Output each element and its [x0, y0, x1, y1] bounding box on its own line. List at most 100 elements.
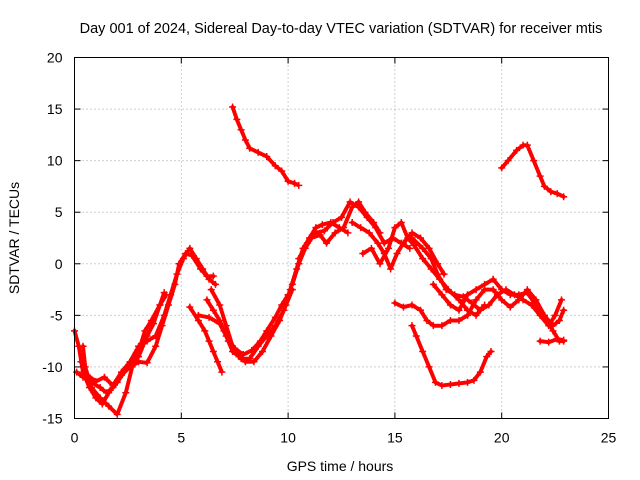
- data-point: [372, 224, 380, 232]
- data-point: [348, 219, 356, 227]
- data-point: [549, 322, 557, 330]
- data-point: [229, 103, 237, 111]
- series-17: [408, 322, 495, 389]
- data-point: [254, 148, 262, 156]
- data-point: [536, 337, 544, 345]
- data-point: [141, 327, 149, 335]
- x-tick-label: 15: [387, 430, 403, 446]
- y-tick-label: 20: [47, 50, 63, 66]
- data-point: [387, 265, 395, 273]
- data-point: [425, 363, 433, 371]
- data-point: [246, 144, 254, 152]
- data-point: [344, 229, 352, 237]
- data-point: [391, 224, 399, 232]
- data-point: [438, 291, 446, 299]
- data-point: [472, 296, 480, 304]
- data-point: [122, 389, 130, 397]
- series-line: [196, 292, 291, 357]
- data-point: [464, 311, 472, 319]
- data-point: [498, 164, 506, 172]
- data-point: [429, 280, 437, 288]
- data-point: [419, 244, 427, 252]
- data-point: [280, 306, 288, 314]
- series-line: [410, 323, 493, 388]
- data-point: [363, 213, 371, 221]
- data-point: [79, 342, 87, 350]
- data-point: [216, 320, 224, 328]
- data-point: [397, 219, 405, 227]
- data-point: [425, 244, 433, 252]
- series-19: [498, 141, 568, 201]
- data-point: [440, 270, 448, 278]
- data-point: [109, 381, 117, 389]
- y-tick-label: -15: [42, 411, 62, 427]
- data-point: [303, 239, 311, 247]
- series-line: [74, 251, 216, 395]
- data-point: [434, 270, 442, 278]
- data-point: [553, 335, 561, 343]
- data-point: [143, 337, 151, 345]
- data-point: [547, 188, 555, 196]
- plot-frame: [74, 57, 609, 419]
- data-point: [338, 213, 345, 221]
- data-point: [278, 167, 286, 175]
- data-point: [346, 198, 354, 206]
- data-point: [355, 203, 363, 211]
- data-point: [194, 311, 202, 319]
- data-point: [263, 332, 271, 340]
- data-point: [320, 227, 328, 235]
- data-point: [216, 301, 224, 309]
- data-point: [408, 322, 416, 330]
- data-point: [506, 291, 514, 299]
- data-point: [233, 115, 241, 123]
- data-point: [359, 249, 367, 257]
- data-point: [523, 289, 531, 297]
- data-point: [254, 342, 262, 350]
- data-point: [429, 322, 437, 330]
- data-point: [427, 255, 435, 263]
- axis-ticks: 0 5 10 15 20 25 -15 -10 -5 0 5 10 15 20: [42, 50, 616, 446]
- y-tick-label: -10: [42, 359, 62, 375]
- data-point: [211, 280, 219, 288]
- data-point: [167, 291, 175, 299]
- data-point: [100, 373, 108, 381]
- data-point: [222, 322, 230, 330]
- data-point: [113, 410, 121, 418]
- y-tick-label: 5: [55, 204, 63, 220]
- data-point: [472, 311, 480, 319]
- data-point: [271, 322, 279, 330]
- data-point: [555, 317, 563, 325]
- series-3: [73, 249, 217, 397]
- y-tick-label: 15: [47, 101, 63, 117]
- data-point: [498, 296, 506, 304]
- x-tick-label: 20: [494, 430, 510, 446]
- y-tick-label: 10: [47, 153, 63, 169]
- data-point: [203, 296, 211, 304]
- data-point: [147, 317, 155, 325]
- data-point: [451, 291, 459, 299]
- data-point: [218, 368, 226, 376]
- data-point: [399, 303, 407, 311]
- data-point: [464, 378, 472, 386]
- data-point: [201, 327, 209, 335]
- data-point: [410, 241, 418, 249]
- data-point: [77, 358, 85, 366]
- data-point: [438, 381, 446, 389]
- x-tick-label: 0: [71, 430, 79, 446]
- data-point: [209, 272, 217, 280]
- data-point: [530, 157, 538, 165]
- data-point: [412, 332, 420, 340]
- data-point: [229, 342, 237, 350]
- data-point: [464, 291, 472, 299]
- data-point: [96, 384, 104, 392]
- data-point: [263, 153, 271, 161]
- data-point: [214, 358, 222, 366]
- data-point: [487, 347, 495, 355]
- data-point: [391, 299, 399, 307]
- series-line: [230, 105, 301, 188]
- data-point: [250, 358, 258, 366]
- data-point: [455, 317, 463, 325]
- y-axis-label: SDTVAR / TECUs: [6, 182, 22, 294]
- data-point: [237, 126, 245, 134]
- data-point: [288, 280, 296, 288]
